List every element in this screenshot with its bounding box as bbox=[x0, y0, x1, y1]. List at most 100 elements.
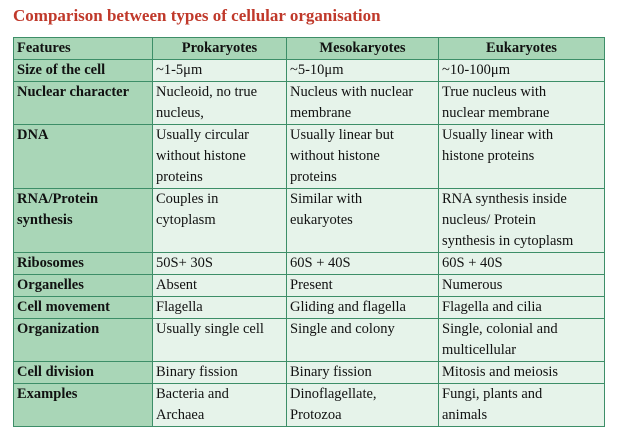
mesokaryotes-cell: Nucleus with nuclear membrane bbox=[286, 81, 439, 125]
cell-line: Usually circular bbox=[156, 127, 250, 143]
cell-line: Ribosomes bbox=[17, 255, 84, 271]
cell-line: synthesis bbox=[17, 212, 73, 228]
table-row: Examples Bacteria and Archaea Dinoflagellat… bbox=[13, 383, 605, 427]
mesokaryotes-cell: Gliding and flagella bbox=[286, 296, 439, 319]
cell-line: Gliding and flagella bbox=[290, 299, 406, 315]
cell-line: synthesis in cytoplasm bbox=[442, 233, 574, 249]
cell-line: Similar with bbox=[290, 191, 363, 207]
eukaryotes-cell: Flagella and cilia bbox=[438, 296, 605, 319]
mesokaryotes-cell: Dinoflagellate, Protozoa bbox=[286, 383, 439, 427]
cell-line: nucleus/ Protein bbox=[442, 212, 536, 228]
feature-cell: Cell division bbox=[13, 361, 153, 384]
prokaryotes-cell: Absent bbox=[152, 274, 287, 297]
cell-line: 50S+ 30S bbox=[156, 255, 213, 271]
cell-line: Dinoflagellate, bbox=[290, 386, 377, 402]
cell-line: Present bbox=[290, 277, 333, 293]
header-features: Features bbox=[13, 37, 153, 60]
feature-cell: Organization bbox=[13, 318, 153, 362]
cell-line: Cell division bbox=[17, 364, 94, 380]
prokaryotes-cell: 50S+ 30S bbox=[152, 252, 287, 275]
mesokaryotes-cell: Binary fission bbox=[286, 361, 439, 384]
cell-line: True nucleus with bbox=[442, 84, 547, 100]
cell-line: Nuclear character bbox=[17, 84, 130, 100]
feature-cell: DNA bbox=[13, 124, 153, 189]
table-row: Nuclear character Nucleoid, no true nucleu… bbox=[13, 81, 605, 125]
feature-cell: RNA/Protein synthesis bbox=[13, 188, 153, 253]
cell-line: proteins bbox=[290, 169, 337, 185]
cell-line: Nucleoid, no true bbox=[156, 84, 258, 100]
feature-cell: Organelles bbox=[13, 274, 153, 297]
prokaryotes-cell: Flagella bbox=[152, 296, 287, 319]
cell-line: Usually single cell bbox=[156, 321, 264, 337]
prokaryotes-cell: Nucleoid, no true nucleus, bbox=[152, 81, 287, 125]
cell-line: Mitosis and meiosis bbox=[442, 364, 559, 380]
prokaryotes-cell: Usually single cell bbox=[152, 318, 287, 362]
table-row: Cell movement Flagella Gliding and flagell… bbox=[13, 296, 605, 319]
cell-line: Nucleus with nuclear bbox=[290, 84, 414, 100]
cell-line: Usually linear but bbox=[290, 127, 394, 143]
cell-line: histone proteins bbox=[442, 148, 535, 164]
header-row: Features Prokaryotes Mesokaryotes Eukary… bbox=[13, 37, 605, 60]
table-row: RNA/Protein synthesis Couples in cytoplasm S… bbox=[13, 188, 605, 253]
cell-line: Fungi, plants and bbox=[442, 386, 543, 402]
cell-line: 60S + 40S bbox=[442, 255, 503, 271]
cell-line: RNA/Protein bbox=[17, 191, 99, 207]
cell-line: nuclear membrane bbox=[442, 105, 550, 121]
cell-line: 60S + 40S bbox=[290, 255, 351, 271]
eukaryotes-cell: Single, colonial and multicellular bbox=[438, 318, 605, 362]
header-eukaryotes: Eukaryotes bbox=[438, 37, 605, 60]
prokaryotes-cell: Couples in cytoplasm bbox=[152, 188, 287, 253]
cell-line: Binary fission bbox=[290, 364, 372, 380]
table-row: Organization Usually single cell Single an… bbox=[13, 318, 605, 362]
cell-line: RNA synthesis inside bbox=[442, 191, 567, 207]
cell-line: without histone bbox=[156, 148, 246, 164]
cell-line: Size of the cell bbox=[17, 62, 106, 78]
cell-line: Single and colony bbox=[290, 321, 395, 337]
table-row: DNA Usually circular without histone protei… bbox=[13, 124, 605, 189]
cell-line: Usually linear with bbox=[442, 127, 554, 143]
cell-line: membrane bbox=[290, 105, 352, 121]
mesokaryotes-cell: Usually linear but without histone protein… bbox=[286, 124, 439, 189]
eukaryotes-cell: True nucleus with nuclear membrane bbox=[438, 81, 605, 125]
eukaryotes-cell: 60S + 40S bbox=[438, 252, 605, 275]
cell-line: ~10-100μm bbox=[442, 62, 510, 78]
eukaryotes-cell: Fungi, plants and animals bbox=[438, 383, 605, 427]
cell-line: Numerous bbox=[442, 277, 503, 293]
prokaryotes-cell: Binary fission bbox=[152, 361, 287, 384]
cell-line: without histone bbox=[290, 148, 380, 164]
cell-line: Protozoa bbox=[290, 407, 342, 423]
cell-line: animals bbox=[442, 407, 488, 423]
eukaryotes-cell: Mitosis and meiosis bbox=[438, 361, 605, 384]
feature-cell: Examples bbox=[13, 383, 153, 427]
prokaryotes-cell: ~1-5μm bbox=[152, 59, 287, 82]
cell-line: ~1-5μm bbox=[156, 62, 203, 78]
table-row: Organelles Absent Present Numerous bbox=[13, 274, 605, 297]
cell-line: DNA bbox=[17, 127, 49, 143]
cell-line: Binary fission bbox=[156, 364, 238, 380]
mesokaryotes-cell: 60S + 40S bbox=[286, 252, 439, 275]
feature-cell: Cell movement bbox=[13, 296, 153, 319]
feature-cell: Ribosomes bbox=[13, 252, 153, 275]
comparison-table: Features Prokaryotes Mesokaryotes Eukary… bbox=[13, 37, 605, 427]
cell-line: Examples bbox=[17, 386, 78, 402]
cell-line: Bacteria and bbox=[156, 386, 229, 402]
feature-cell: Size of the cell bbox=[13, 59, 153, 82]
cell-line: Flagella and cilia bbox=[442, 299, 542, 315]
prokaryotes-cell: Bacteria and Archaea bbox=[152, 383, 287, 427]
mesokaryotes-cell: Similar with eukaryotes bbox=[286, 188, 439, 253]
cell-line: eukaryotes bbox=[290, 212, 353, 228]
header-prokaryotes: Prokaryotes bbox=[152, 37, 287, 60]
cell-line: Organization bbox=[17, 321, 100, 337]
mesokaryotes-cell: Single and colony bbox=[286, 318, 439, 362]
cell-line: Cell movement bbox=[17, 299, 111, 315]
mesokaryotes-cell: Present bbox=[286, 274, 439, 297]
eukaryotes-cell: Usually linear with histone proteins bbox=[438, 124, 605, 189]
eukaryotes-cell: RNA synthesis inside nucleus/ Protein synt… bbox=[438, 188, 605, 253]
cell-line: multicellular bbox=[442, 342, 517, 358]
cell-line: Flagella bbox=[156, 299, 203, 315]
cell-line: cytoplasm bbox=[156, 212, 216, 228]
cell-line: Absent bbox=[156, 277, 198, 293]
cell-line: Organelles bbox=[17, 277, 84, 293]
header-mesokaryotes: Mesokaryotes bbox=[286, 37, 439, 60]
cell-line: Archaea bbox=[156, 407, 205, 423]
